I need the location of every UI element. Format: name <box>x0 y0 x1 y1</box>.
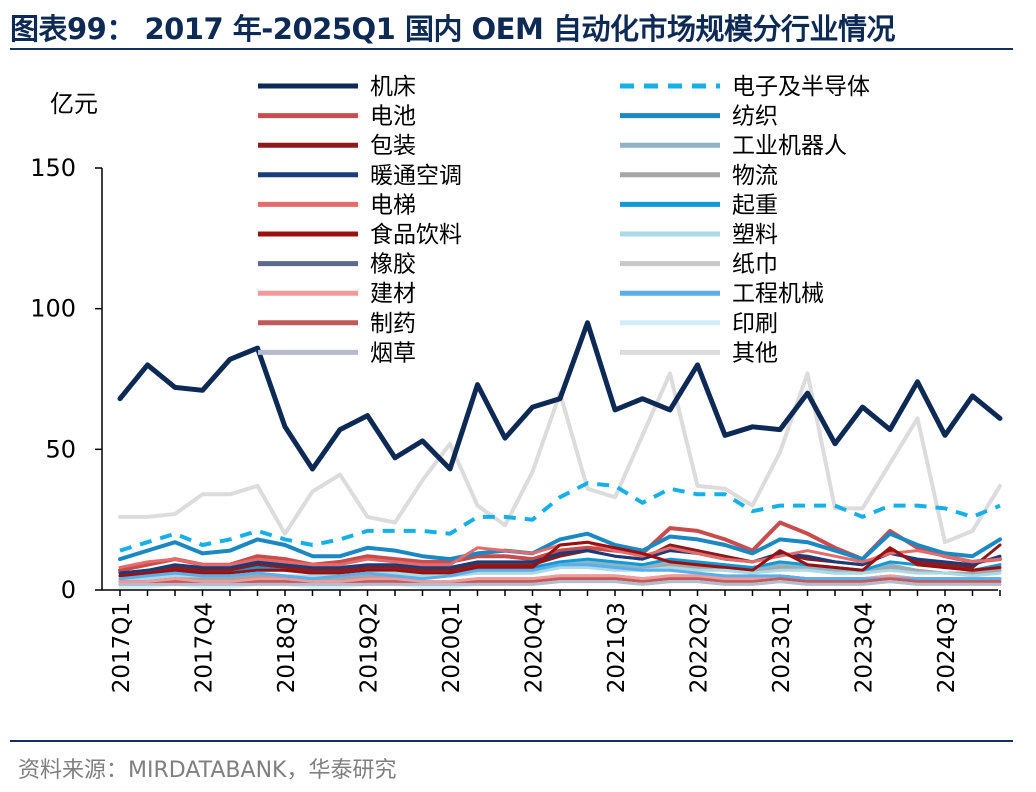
series-line-7 <box>118 549 1002 575</box>
legend-label: 塑料 <box>732 222 778 248</box>
x-tick-label: 2018Q3 <box>274 602 300 693</box>
legend-label: 包装 <box>370 133 416 159</box>
title-divider <box>10 48 1013 50</box>
legend-label: 纺织 <box>732 104 778 130</box>
x-tick-label: 2024Q3 <box>934 602 960 693</box>
y-tick-label: 100 <box>30 295 76 323</box>
series-line-1 <box>117 320 1003 472</box>
legend-label: 其他 <box>732 340 778 366</box>
x-tick-label: 2023Q4 <box>852 602 878 693</box>
legend-label: 橡胶 <box>370 252 416 278</box>
legend-label: 纸巾 <box>732 252 778 278</box>
x-tick-label: 2017Q1 <box>109 602 135 693</box>
series-line-19 <box>118 580 1002 586</box>
legend-label: 工业机器人 <box>732 133 847 159</box>
legend-label: 起重 <box>732 192 778 218</box>
source-note: 资料来源：MIRDATABANK，华泰研究 <box>18 758 397 783</box>
legend-label: 印刷 <box>732 311 778 337</box>
legend-label: 暖通空调 <box>370 163 462 189</box>
x-tick-label: 2020Q4 <box>522 602 548 693</box>
legend-label: 制药 <box>370 311 416 337</box>
x-tick-label: 2020Q1 <box>439 602 465 693</box>
x-tick-label: 2021Q3 <box>604 602 630 693</box>
series-line-16 <box>118 563 1002 581</box>
legend-label: 电池 <box>370 104 416 130</box>
x-tick-label: 2023Q1 <box>769 602 795 693</box>
legend-label: 工程机械 <box>732 281 824 307</box>
series-line-17 <box>118 577 1002 586</box>
legend-label: 物流 <box>732 163 778 189</box>
x-tick-label: 2019Q2 <box>357 602 383 693</box>
line-chart: 0 50 100 150 亿元 2017Q1 2017Q4 2018Q3 2019Q2 2020Q… <box>30 74 1003 693</box>
legend-label: 电梯 <box>370 192 416 218</box>
legend-label: 食品饮料 <box>370 222 462 248</box>
series-line-2 <box>119 481 1001 553</box>
y-tick-label: 50 <box>45 435 76 463</box>
source-divider <box>10 740 1013 742</box>
y-tick-label: 0 <box>61 576 76 604</box>
legend-label: 烟草 <box>370 340 416 366</box>
axes-layer: 0 50 100 150 亿元 2017Q1 2017Q4 2018Q3 2019Q2 2020Q… <box>30 90 1001 693</box>
series-line-4 <box>118 531 1002 562</box>
x-tick-label: 2017Q4 <box>192 602 218 693</box>
series-line-11 <box>118 540 1002 578</box>
chart-title: 图表99： 2017 年-2025Q1 国内 OEM 自动化市场规模分行业情况 <box>10 12 895 46</box>
x-tick-label: 2022Q2 <box>687 602 713 693</box>
legend-label: 机床 <box>370 74 416 100</box>
y-tick-label: 150 <box>30 154 76 182</box>
y-axis-label: 亿元 <box>50 90 98 118</box>
series-layer <box>117 320 1003 589</box>
legend-label: 电子及半导体 <box>732 74 870 100</box>
legend-label: 建材 <box>370 281 416 307</box>
